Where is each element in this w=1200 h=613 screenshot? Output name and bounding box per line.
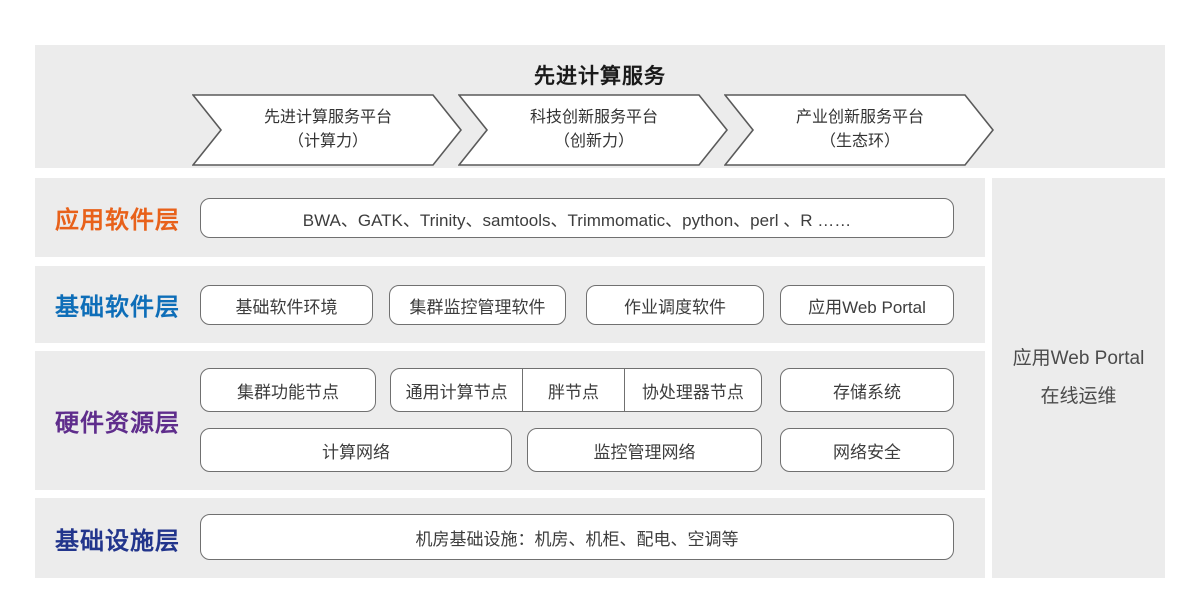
layer-label-infrastructure: 基础设施层	[55, 527, 180, 555]
banner-line1: 科技创新服务平台	[529, 108, 658, 126]
chevron-banner-shape	[458, 94, 728, 166]
layer-basic-software: 基础软件层 基础软件环境 集群监控管理软件 作业调度软件 应用Web Porta…	[35, 266, 985, 343]
banner-tech-innovation-platform: 科技创新服务平台 （创新力）	[458, 94, 728, 166]
layer-hardware-resource: 硬件资源层 集群功能节点 通用计算节点 胖节点 协处理器节点 存储系统 计算网络…	[35, 351, 985, 490]
banner-industry-innovation-platform: 产业创新服务平台 （生态环）	[724, 94, 994, 166]
banner-line2: （生态环）	[819, 133, 900, 150]
banner-line1: 先进计算服务平台	[263, 108, 392, 126]
box-storage-system: 存储系统	[780, 368, 954, 412]
diagram-title: 先进计算服务	[534, 65, 666, 88]
chevron-banner-shape	[192, 94, 462, 166]
box-application-software-list: BWA、GATK、Trinity、samtools、Trimmomatic、py…	[200, 198, 954, 238]
side-panel-line2: 在线运维	[1040, 386, 1117, 407]
layer-infrastructure: 基础设施层 机房基础设施：机房、机柜、配电、空调等	[35, 498, 985, 578]
banner-advanced-computing-platform: 先进计算服务平台 （计算力）	[192, 94, 462, 166]
layer-label-basic-software: 基础软件层	[55, 294, 180, 321]
box-job-scheduling-software: 作业调度软件	[586, 285, 764, 325]
layer-label-hardware-resource: 硬件资源层	[55, 410, 180, 437]
layer-application-software: 应用软件层 BWA、GATK、Trinity、samtools、Trimmoma…	[35, 178, 985, 257]
layer-label-application-software: 应用软件层	[55, 207, 180, 234]
box-compute-node-group: 通用计算节点 胖节点 协处理器节点	[390, 368, 762, 412]
box-compute-network: 计算网络	[200, 428, 512, 472]
banner-line2: （计算力）	[287, 133, 368, 150]
box-basic-software-env: 基础软件环境	[200, 285, 373, 325]
banner-line2: （创新力）	[553, 133, 634, 150]
box-network-security: 网络安全	[780, 428, 954, 472]
side-panel-line1: 应用Web Portal	[1012, 348, 1145, 369]
box-fat-node: 胖节点	[522, 369, 623, 411]
box-general-compute-node: 通用计算节点	[405, 382, 508, 402]
box-datacenter-infrastructure: 机房基础设施：机房、机柜、配电、空调等	[200, 514, 954, 560]
chevron-banner-shape	[724, 94, 994, 166]
side-panel-web-portal-ops: 应用Web Portal 在线运维	[992, 178, 1165, 578]
box-cluster-monitoring-software: 集群监控管理软件	[389, 285, 566, 325]
box-monitoring-management-network: 监控管理网络	[527, 428, 762, 472]
box-app-web-portal: 应用Web Portal	[780, 285, 954, 325]
box-coprocessor-node: 协处理器节点	[623, 369, 761, 411]
header-band: 先进计算服务 先进计算服务平台 （计算力） 科技创新服务平台 （创新力）	[35, 45, 1165, 168]
box-cluster-function-nodes: 集群功能节点	[200, 368, 376, 412]
banner-line1: 产业创新服务平台	[795, 108, 924, 126]
